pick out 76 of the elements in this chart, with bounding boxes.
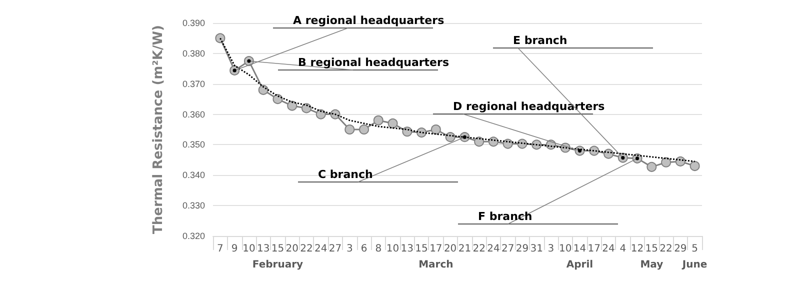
point (690, 161, 700, 172)
annotation: F branch (478, 210, 532, 223)
point (488, 136, 498, 147)
x-tick-label: 14 (573, 244, 586, 254)
x-tick-label: 5 (692, 244, 698, 254)
x-tick-label: 21 (458, 244, 472, 254)
x-tick-label: 15 (271, 244, 284, 254)
x-tick-label: 20 (286, 244, 298, 254)
point (373, 115, 384, 126)
x-tick-label: 3 (548, 244, 554, 254)
x-tick-label: 15 (645, 244, 658, 254)
text: February (252, 260, 304, 270)
x-tick-label: 9 (231, 244, 238, 254)
annotation: C branch (318, 168, 373, 181)
annotation: D regional headquarters (453, 100, 606, 113)
point (359, 124, 370, 134)
annotation: E branch (513, 34, 568, 47)
point (215, 33, 226, 44)
point (646, 162, 657, 172)
point (230, 65, 240, 76)
text: March (418, 260, 454, 270)
x-tick-label: 10 (242, 244, 256, 254)
point (344, 124, 355, 134)
x-tick-label: 24 (602, 244, 615, 254)
x-tick-label: 31 (530, 244, 543, 254)
point (474, 136, 484, 147)
x-tick-label: 13 (400, 244, 414, 254)
x-tick-label: 29 (516, 244, 529, 254)
x-tick-label: 12 (630, 244, 644, 254)
x-tick-label: 27 (501, 244, 514, 254)
point (402, 126, 412, 137)
point (388, 118, 398, 128)
x-tick-label: 10 (559, 244, 572, 254)
text: May (640, 260, 664, 270)
point (632, 153, 642, 164)
x-tick-label: 15 (415, 244, 428, 254)
point (258, 84, 268, 95)
x-tick-label: 3 (346, 244, 353, 254)
x-tick-label: 10 (386, 244, 400, 254)
annotation: B regional headquarters (298, 56, 450, 69)
y-axis-title: Thermal Resistance (m²K/W) (151, 25, 166, 234)
point (618, 152, 628, 163)
annotation: A regional headquarters (293, 14, 445, 27)
y-tick-label: 0.320 (182, 231, 205, 241)
y-tick-label: 0.360 (182, 109, 205, 120)
x-tick-label: 24 (314, 244, 328, 254)
point (316, 109, 326, 120)
point (502, 138, 513, 149)
x-tick-label: 13 (256, 244, 270, 254)
point (272, 94, 283, 104)
text: June (681, 260, 708, 270)
point (430, 124, 441, 134)
x-tick-label: 29 (674, 244, 687, 254)
y-tick-label: 0.370 (182, 78, 205, 89)
x-tick-label: 17 (588, 244, 600, 254)
x-tick-label: 4 (620, 244, 626, 254)
y-tick-label: 0.330 (182, 200, 205, 211)
x-tick-label: 22 (300, 244, 313, 254)
x-tick-label: 22 (660, 244, 672, 254)
y-tick-label: 0.350 (182, 140, 205, 150)
x-tick-label: 22 (472, 244, 486, 254)
point (675, 156, 686, 166)
y-tick-label: 0.390 (182, 18, 205, 28)
text: April (566, 260, 594, 270)
point (661, 157, 672, 168)
point (287, 100, 298, 111)
y-tick-label: 0.340 (182, 170, 205, 180)
x-tick-label: 7 (217, 244, 224, 254)
x-tick-label: 8 (375, 244, 382, 254)
x-tick-label: 27 (328, 244, 342, 254)
x-tick-label: 6 (360, 244, 368, 254)
x-tick-label: 20 (444, 244, 457, 254)
x-tick-label: 24 (487, 244, 500, 254)
point (244, 56, 254, 66)
y-tick-label: 0.380 (182, 48, 205, 58)
x-tick-label: 17 (430, 244, 442, 254)
